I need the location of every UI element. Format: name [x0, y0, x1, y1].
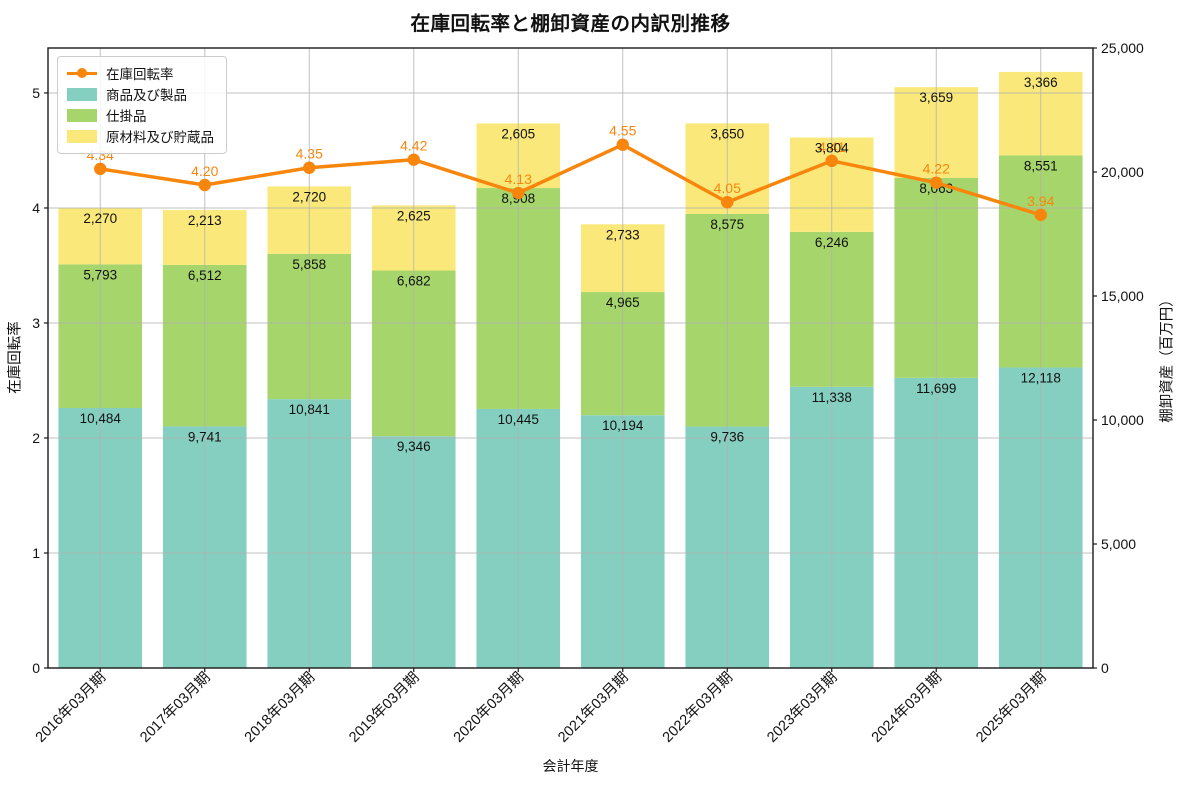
- legend-label: 商品及び製品: [106, 88, 187, 103]
- x-tick-label: 2022年03月期: [659, 669, 736, 746]
- right-tick-label: 0: [1101, 660, 1109, 676]
- bar-value-label-products: 10,484: [80, 411, 122, 426]
- x-tick-label: 2019年03月期: [346, 669, 423, 746]
- bar-value-label-work-in-process: 8,551: [1024, 158, 1058, 173]
- gridlines: [48, 48, 1093, 668]
- legend-swatch-icon: [67, 87, 97, 101]
- bar-value-label-raw-materials: 2,720: [292, 189, 326, 204]
- bar-value-label-work-in-process: 5,793: [83, 267, 117, 282]
- turnover-marker: [616, 138, 629, 151]
- bar-value-label-products: 11,699: [916, 381, 956, 396]
- bar-value-label-raw-materials: 2,270: [83, 211, 117, 226]
- right-tick-label: 25,000: [1101, 40, 1144, 56]
- turnover-line: [99, 142, 1042, 217]
- bar-value-label-raw-materials: 2,625: [397, 208, 431, 223]
- left-tick-label: 3: [32, 315, 40, 331]
- left-tick-label: 0: [32, 660, 40, 676]
- legend-item-raw-materials: 原材料及び貯蔵品: [67, 127, 214, 145]
- turnover-line-layer: [94, 138, 1047, 222]
- turnover-value-label: 4.41: [818, 139, 845, 155]
- left-tick-label: 2: [32, 430, 40, 446]
- bar-value-label-raw-materials: 3,804: [815, 141, 849, 156]
- bar-value-label-raw-materials: 2,605: [501, 126, 535, 141]
- turnover-marker: [825, 154, 838, 168]
- bar-value-label-raw-materials: 3,366: [1024, 75, 1058, 90]
- legend-label: 原材料及び貯蔵品: [106, 130, 214, 145]
- turnover-value-label: 4.13: [505, 171, 532, 187]
- turnover-value-label: 4.22: [923, 161, 950, 177]
- left-tick-label: 1: [32, 545, 40, 561]
- turnover-marker: [303, 161, 316, 174]
- plot-border: [47, 47, 1094, 669]
- left-tick-label: 4: [32, 200, 40, 216]
- turnover-marker: [407, 153, 420, 166]
- bar-value-label-products: 9,736: [710, 430, 744, 445]
- bar-value-label-products: 11,338: [812, 390, 852, 405]
- x-tick-label: 2021年03月期: [555, 669, 632, 746]
- bar-value-label-products: 9,346: [397, 439, 431, 454]
- left-axis-title: 在庫回転率: [7, 321, 24, 394]
- bar-value-label-raw-materials: 3,650: [710, 126, 744, 141]
- turnover-value-label: 4.55: [609, 123, 636, 139]
- bar-value-label-products: 10,841: [289, 402, 330, 417]
- bar-value-label-work-in-process: 6,246: [815, 235, 849, 250]
- turnover-value-label: 4.42: [400, 138, 427, 154]
- bar-value-label-products: 9,741: [188, 429, 222, 444]
- x-tick-label: 2024年03月期: [868, 669, 945, 746]
- bar-value-label-products: 12,118: [1021, 370, 1061, 385]
- right-tick-label: 10,000: [1101, 412, 1144, 428]
- x-tick-label: 2016年03月期: [32, 669, 109, 746]
- legend-item-work-in-process: 仕掛品: [67, 106, 214, 124]
- bar-value-label-work-in-process: 6,682: [397, 274, 431, 289]
- right-axis-title: 棚卸資産（百万円）: [1159, 292, 1176, 423]
- turnover-marker: [1034, 208, 1047, 222]
- bar-value-label-work-in-process: 6,512: [188, 268, 222, 283]
- left-tick-label: 5: [32, 85, 40, 101]
- bar-value-label-raw-materials: 3,659: [919, 90, 953, 105]
- turnover-marker: [198, 178, 211, 192]
- x-tick-label: 2020年03月期: [450, 669, 527, 746]
- legend-swatch-icon: [67, 108, 97, 122]
- legend-label: 在庫回転率: [106, 67, 174, 82]
- legend-item-turnover: 在庫回転率: [67, 64, 214, 82]
- turnover-marker: [512, 186, 525, 200]
- turnover-marker: [94, 162, 107, 176]
- turnover-marker: [721, 196, 734, 209]
- right-tick-label: 15,000: [1101, 288, 1144, 304]
- turnover-value-label: 3.94: [1027, 193, 1054, 209]
- bar-value-label-products: 10,445: [498, 412, 539, 427]
- legend-label: 仕掛品: [106, 109, 147, 124]
- right-tick-label: 5,000: [1101, 536, 1136, 552]
- x-tick-label: 2023年03月期: [764, 669, 841, 746]
- bar-value-label-products: 10,194: [602, 418, 644, 433]
- bar-value-label-work-in-process: 5,858: [292, 257, 326, 272]
- turnover-marker: [930, 176, 943, 189]
- bar-value-label-raw-materials: 2,733: [606, 227, 640, 242]
- bar-value-label-work-in-process: 4,965: [606, 295, 640, 310]
- x-tick-label: 2017年03月期: [137, 669, 214, 746]
- legend-line-sample-icon: [67, 67, 97, 80]
- x-tick-label: 2018年03月期: [241, 669, 318, 746]
- x-axis-title: 会計年度: [542, 758, 599, 774]
- turnover-value-label: 4.35: [296, 146, 323, 162]
- legend-item-products: 商品及び製品: [67, 85, 214, 103]
- legend: 在庫回転率商品及び製品 仕掛品原材料及び貯蔵品: [57, 56, 227, 154]
- x-tick-label: 2025年03月期: [973, 669, 1050, 746]
- bar-value-label-raw-materials: 2,213: [188, 213, 222, 228]
- legend-swatch-icon: [67, 129, 97, 143]
- bar-value-label-work-in-process: 8,575: [710, 217, 744, 232]
- turnover-value-label: 4.05: [714, 180, 741, 196]
- line-value-labels: 4.344.204.354.424.134.554.054.414.223.94: [87, 123, 1055, 209]
- chart-title: 在庫回転率と棚卸資産の内訳別推移: [410, 13, 731, 35]
- turnover-value-label: 4.20: [191, 163, 218, 179]
- right-tick-label: 20,000: [1101, 164, 1144, 180]
